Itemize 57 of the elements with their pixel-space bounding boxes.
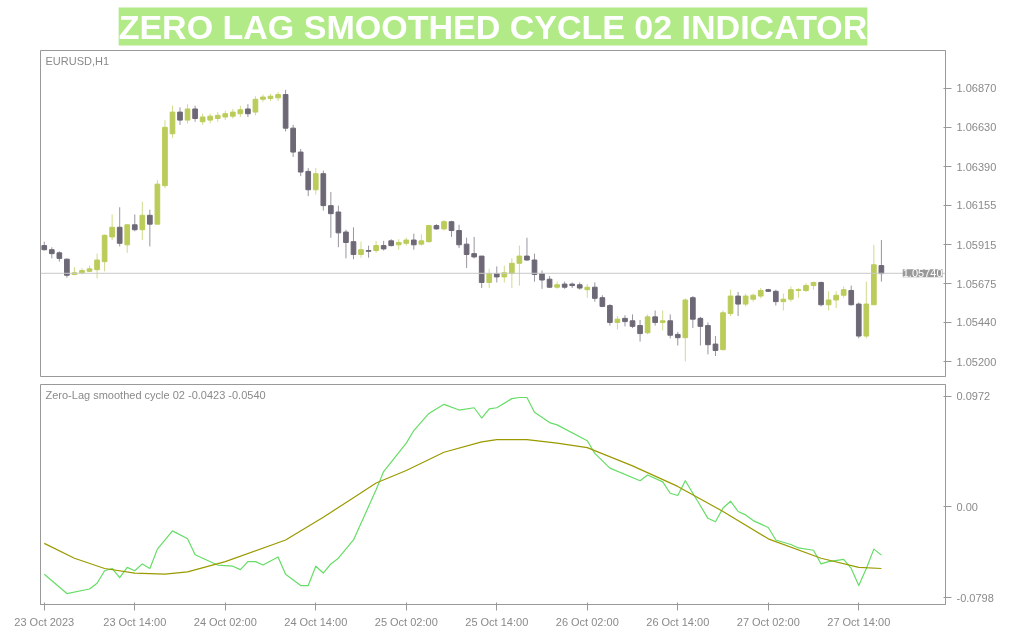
candlestick <box>607 303 613 327</box>
candlestick <box>531 253 538 283</box>
y-tick-label: 1.06155 <box>956 199 997 212</box>
candlestick <box>245 103 251 118</box>
y-tick-label: 1.05915 <box>956 238 997 251</box>
x-tick-label: 27 Oct 14:00 <box>827 615 891 628</box>
annotation: EURUSD,H1 <box>45 54 110 67</box>
ref-line-label: 1.05740 <box>902 267 943 280</box>
x-tick-label: 25 Oct 02:00 <box>374 615 438 628</box>
x-tick-label: 27 Oct 02:00 <box>736 615 800 628</box>
y-tick-label: 1.05440 <box>956 316 997 329</box>
y-tick-label: 1.06870 <box>956 82 997 95</box>
candlestick <box>290 124 296 158</box>
x-tick-label: 26 Oct 14:00 <box>646 615 710 628</box>
candlestick <box>373 240 379 254</box>
x-tick-label: 23 Oct 14:00 <box>103 615 167 628</box>
candlestick <box>735 291 741 317</box>
candlestick <box>139 201 146 241</box>
y-tick-label: 1.05675 <box>956 277 997 290</box>
chart-title: ZERO LAG SMOOTHED CYCLE 02 INDICATOR <box>118 7 868 46</box>
candlestick <box>358 241 364 259</box>
y-tick-label: 1.06390 <box>956 160 997 173</box>
y-tick-label: 0.0972 <box>956 390 991 403</box>
annotation: Zero-Lag smoothed cycle 02 -0.0423 -0.0540 <box>45 388 266 401</box>
x-tick-label: 26 Oct 02:00 <box>555 615 619 628</box>
candlestick <box>833 290 839 309</box>
candlestick <box>659 309 666 331</box>
candlestick <box>727 289 734 317</box>
candlestick <box>622 314 628 327</box>
y-tick-label: 1.06630 <box>956 121 997 134</box>
candlestick <box>644 313 651 335</box>
candlestick <box>848 285 855 307</box>
candlestick <box>878 239 885 283</box>
candlestick <box>184 103 191 124</box>
candlestick <box>252 95 259 116</box>
y-tick-label: 0.00 <box>956 500 978 513</box>
candlestick <box>825 290 832 311</box>
candlestick <box>64 257 70 279</box>
line-series <box>43 439 882 575</box>
candlestick <box>539 270 545 290</box>
candlestick <box>818 281 824 307</box>
candlestick <box>312 167 319 195</box>
y-tick-label: 1.05200 <box>956 355 997 368</box>
candlestick <box>516 245 523 287</box>
x-tick-label: 24 Oct 14:00 <box>284 615 348 628</box>
candlestick <box>652 309 658 327</box>
candlestick <box>124 223 131 254</box>
candlestick <box>486 268 493 289</box>
candlestick <box>667 313 674 339</box>
candlestick <box>509 257 515 289</box>
candlestick <box>147 209 153 247</box>
x-tick-label: 25 Oct 14:00 <box>465 615 529 628</box>
candlestick <box>116 206 123 247</box>
x-tick-label: 23 Oct 2023 <box>14 615 75 628</box>
y-tick-label: -0.0798 <box>956 591 994 604</box>
candlestick <box>524 237 530 262</box>
x-tick-label: 24 Oct 02:00 <box>193 615 257 628</box>
